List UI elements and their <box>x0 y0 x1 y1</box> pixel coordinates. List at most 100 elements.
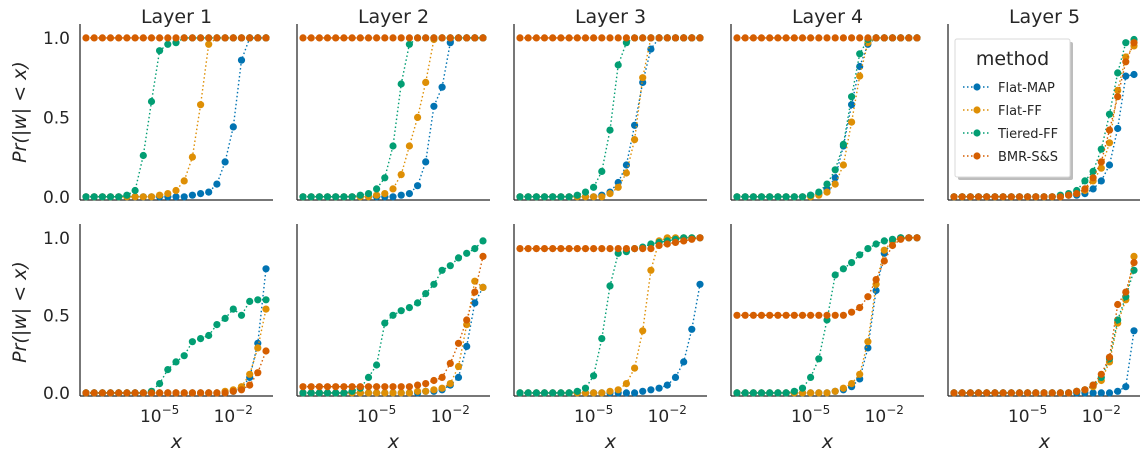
data-point-bmr-s-s <box>733 34 741 42</box>
data-point-flat-map <box>647 386 655 394</box>
data-point-tiered-ff <box>98 193 106 201</box>
y-tick-label: 0.0 <box>43 188 70 208</box>
x-tick-label: 10−2 <box>214 403 253 427</box>
data-point-bmr-s-s <box>872 34 880 42</box>
data-point-bmr-s-s <box>524 34 532 42</box>
data-point-flat-map <box>663 381 671 389</box>
data-point-flat-ff <box>631 364 639 372</box>
data-point-bmr-s-s <box>1122 288 1130 296</box>
data-point-flat-ff <box>848 118 856 126</box>
data-point-tiered-ff <box>405 304 413 312</box>
data-point-tiered-ff <box>516 193 524 201</box>
data-point-tiered-ff <box>733 193 741 201</box>
data-point-bmr-s-s <box>880 34 888 42</box>
data-point-bmr-s-s <box>123 389 131 397</box>
data-point-tiered-ff <box>213 321 221 329</box>
data-point-flat-ff <box>438 384 446 392</box>
data-point-flat-ff <box>1114 86 1122 94</box>
data-point-bmr-s-s <box>172 34 180 42</box>
series-bmr-s-s <box>950 39 1138 201</box>
data-point-bmr-s-s <box>430 376 438 385</box>
data-point-bmr-s-s <box>307 383 315 391</box>
data-point-bmr-s-s <box>356 34 364 42</box>
data-point-bmr-s-s <box>815 34 823 42</box>
data-point-tiered-ff <box>332 193 340 201</box>
data-point-bmr-s-s <box>479 252 487 260</box>
series-bmr-s-s <box>950 259 1138 397</box>
data-point-flat-map <box>688 325 696 333</box>
x-tick-label: 10−5 <box>791 403 830 427</box>
x-axis-label: x <box>1038 431 1051 453</box>
legend-label: Tiered-FF <box>997 127 1058 142</box>
data-point-bmr-s-s <box>156 389 164 397</box>
data-point-bmr-s-s <box>848 308 856 316</box>
data-point-bmr-s-s <box>307 34 315 42</box>
data-point-tiered-ff <box>123 191 131 199</box>
series-flat-ff <box>516 34 704 201</box>
data-point-bmr-s-s <box>1089 174 1097 182</box>
data-point-tiered-ff <box>254 296 262 304</box>
series-flat-ff <box>299 34 487 201</box>
data-point-bmr-s-s <box>340 34 348 42</box>
data-point-tiered-ff <box>1081 177 1089 185</box>
data-point-bmr-s-s <box>631 34 639 42</box>
data-point-tiered-ff <box>364 373 373 381</box>
series-line-tiered-ff <box>954 38 1135 198</box>
data-point-bmr-s-s <box>999 193 1007 201</box>
data-point-tiered-ff <box>549 193 557 201</box>
legend: method Flat-MAP Flat-FF Tiered-FF BMR-S&S <box>954 38 1073 180</box>
data-point-tiered-ff <box>516 389 524 397</box>
data-point-bmr-s-s <box>950 389 958 397</box>
data-point-flat-ff <box>639 327 647 335</box>
data-point-tiered-ff <box>1089 167 1097 175</box>
legend-entry: Tiered-FF <box>963 127 1058 142</box>
data-point-flat-map <box>1105 389 1114 397</box>
data-point-flat-map <box>671 373 680 381</box>
data-point-bmr-s-s <box>1073 190 1081 198</box>
data-point-bmr-s-s <box>246 34 254 42</box>
data-point-bmr-s-s <box>823 34 831 42</box>
data-point-flat-ff <box>479 283 487 291</box>
data-point-tiered-ff <box>872 240 880 248</box>
data-point-bmr-s-s <box>389 383 397 391</box>
data-point-bmr-s-s <box>348 34 356 42</box>
data-point-tiered-ff <box>438 266 446 274</box>
data-point-tiered-ff <box>540 389 549 397</box>
data-point-bmr-s-s <box>766 34 774 42</box>
data-point-tiered-ff <box>888 235 897 243</box>
series-line-flat-ff <box>954 256 1135 394</box>
series-bmr-s-s <box>516 234 704 253</box>
data-point-bmr-s-s <box>188 389 196 397</box>
data-point-tiered-ff <box>147 97 156 106</box>
panel-title: Layer 1 <box>141 6 212 28</box>
data-point-flat-ff <box>1097 164 1105 172</box>
x-tick-label: 10−5 <box>357 403 396 427</box>
data-point-bmr-s-s <box>397 383 405 391</box>
series-tiered-ff <box>299 34 487 201</box>
x-tick-label: 10−5 <box>140 403 179 427</box>
data-point-tiered-ff <box>864 245 872 253</box>
data-point-flat-map <box>221 158 229 166</box>
data-point-flat-map <box>1089 389 1097 397</box>
data-point-tiered-ff <box>798 193 807 201</box>
data-point-bmr-s-s <box>90 34 98 42</box>
data-point-bmr-s-s <box>205 34 213 42</box>
data-point-tiered-ff <box>454 254 463 262</box>
data-point-flat-ff <box>381 389 389 397</box>
data-point-tiered-ff <box>606 126 614 134</box>
data-point-bmr-s-s <box>856 304 864 312</box>
data-point-flat-ff <box>446 380 454 388</box>
data-point-tiered-ff <box>422 290 430 298</box>
data-point-bmr-s-s <box>262 34 270 42</box>
data-point-flat-map <box>414 182 422 190</box>
data-point-tiered-ff <box>807 373 815 381</box>
data-point-tiered-ff <box>749 389 758 397</box>
data-point-bmr-s-s <box>82 389 90 397</box>
data-point-flat-ff <box>205 40 213 48</box>
data-point-bmr-s-s <box>397 34 405 42</box>
data-point-bmr-s-s <box>540 245 549 253</box>
data-point-tiered-ff <box>156 380 164 388</box>
data-point-tiered-ff <box>839 140 848 148</box>
data-point-flat-ff <box>864 338 872 346</box>
data-point-tiered-ff <box>581 384 590 392</box>
